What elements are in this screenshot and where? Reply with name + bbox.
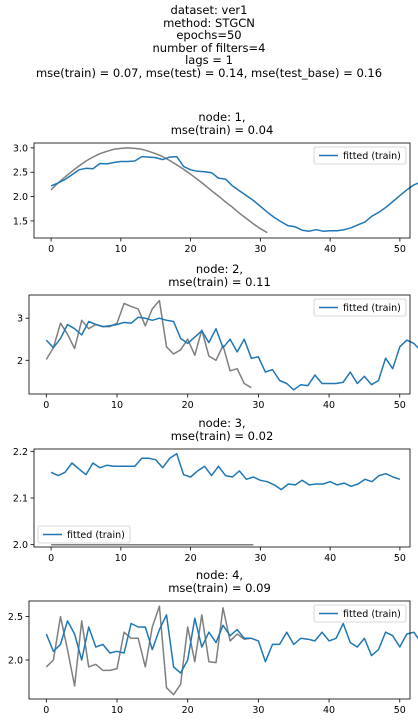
x-tick-label: 0 <box>43 705 49 716</box>
x-tick-label: 40 <box>324 553 336 564</box>
subplot-title-line: mse(train) = 0.11 <box>168 275 271 289</box>
x-tick-label: 20 <box>182 705 194 716</box>
legend: fitted (train) <box>314 299 406 316</box>
x-tick-label: 0 <box>43 400 49 411</box>
y-tick-label: 2.5 <box>8 612 23 623</box>
subplot-title-line: node: 3, <box>198 416 245 430</box>
subplot-title-line: mse(train) = 0.02 <box>171 429 274 443</box>
x-tick-label: 10 <box>111 400 123 411</box>
legend: fitted (train) <box>38 526 130 543</box>
x-tick-label: 0 <box>48 553 54 564</box>
legend-label: fitted (train) <box>67 530 125 541</box>
legend-label: fitted (train) <box>343 303 401 314</box>
x-tick-label: 20 <box>185 244 197 255</box>
subplot-node-2: node: 2,mse(train) = 0.11 0 10 20 30 40 50 2 3 fi… <box>17 262 418 411</box>
subplot-node-4: node: 4,mse(train) = 0.09 0 10 20 30 40 50 2.0 2… <box>8 568 418 716</box>
fitted-train-line <box>46 615 418 673</box>
y-tick-label: 2.1 <box>13 494 28 505</box>
y-tick-label: 2 <box>17 356 23 367</box>
x-tick-label: 20 <box>185 553 197 564</box>
x-tick-label: 50 <box>394 400 406 411</box>
subplot-node-1: node: 1,mse(train) = 0.04 0 10 20 30 40 50 1.5 2… <box>13 110 418 255</box>
y-tick-label: 1.5 <box>13 216 28 227</box>
y-tick-label: 2.0 <box>13 192 28 203</box>
x-tick-label: 30 <box>254 553 266 564</box>
subplot-title-line: node: 2, <box>196 262 243 276</box>
subplot-title-line: node: 1, <box>198 110 245 124</box>
x-tick-label: 50 <box>394 553 406 564</box>
fitted-train-line <box>46 317 418 390</box>
subplot-title-line: node: 4, <box>196 568 243 582</box>
legend-label: fitted (train) <box>343 151 401 162</box>
x-tick-label: 30 <box>252 705 264 716</box>
x-tick-label: 20 <box>182 400 194 411</box>
legend-label: fitted (train) <box>343 609 401 620</box>
x-tick-label: 30 <box>252 400 264 411</box>
y-tick-label: 2.2 <box>13 447 28 458</box>
subplot-title-line: mse(train) = 0.04 <box>171 123 274 137</box>
subplot-title-line: mse(train) = 0.09 <box>168 581 271 595</box>
x-tick-label: 10 <box>111 705 123 716</box>
observed-line <box>46 606 251 695</box>
observed-line <box>46 301 251 388</box>
fitted-train-line <box>51 454 400 490</box>
x-tick-label: 10 <box>115 553 127 564</box>
y-tick-label: 3 <box>17 314 23 325</box>
y-tick-label: 2.0 <box>13 540 28 551</box>
x-tick-label: 0 <box>48 244 54 255</box>
observed-line <box>51 148 267 233</box>
y-tick-label: 2.0 <box>8 655 23 666</box>
y-tick-label: 2.5 <box>13 168 28 179</box>
x-tick-label: 30 <box>254 244 266 255</box>
y-tick-label: 3.0 <box>13 143 28 154</box>
fitted-train-line <box>51 157 418 232</box>
x-tick-label: 50 <box>394 705 406 716</box>
x-tick-label: 40 <box>324 244 336 255</box>
x-tick-label: 10 <box>115 244 127 255</box>
x-tick-label: 50 <box>394 244 406 255</box>
legend: fitted (train) <box>314 605 406 622</box>
x-tick-label: 40 <box>323 400 335 411</box>
subplot-node-3: node: 3,mse(train) = 0.02 0 10 20 30 40 50 2.0 2… <box>13 416 410 564</box>
legend: fitted (train) <box>314 147 406 164</box>
x-tick-label: 40 <box>323 705 335 716</box>
